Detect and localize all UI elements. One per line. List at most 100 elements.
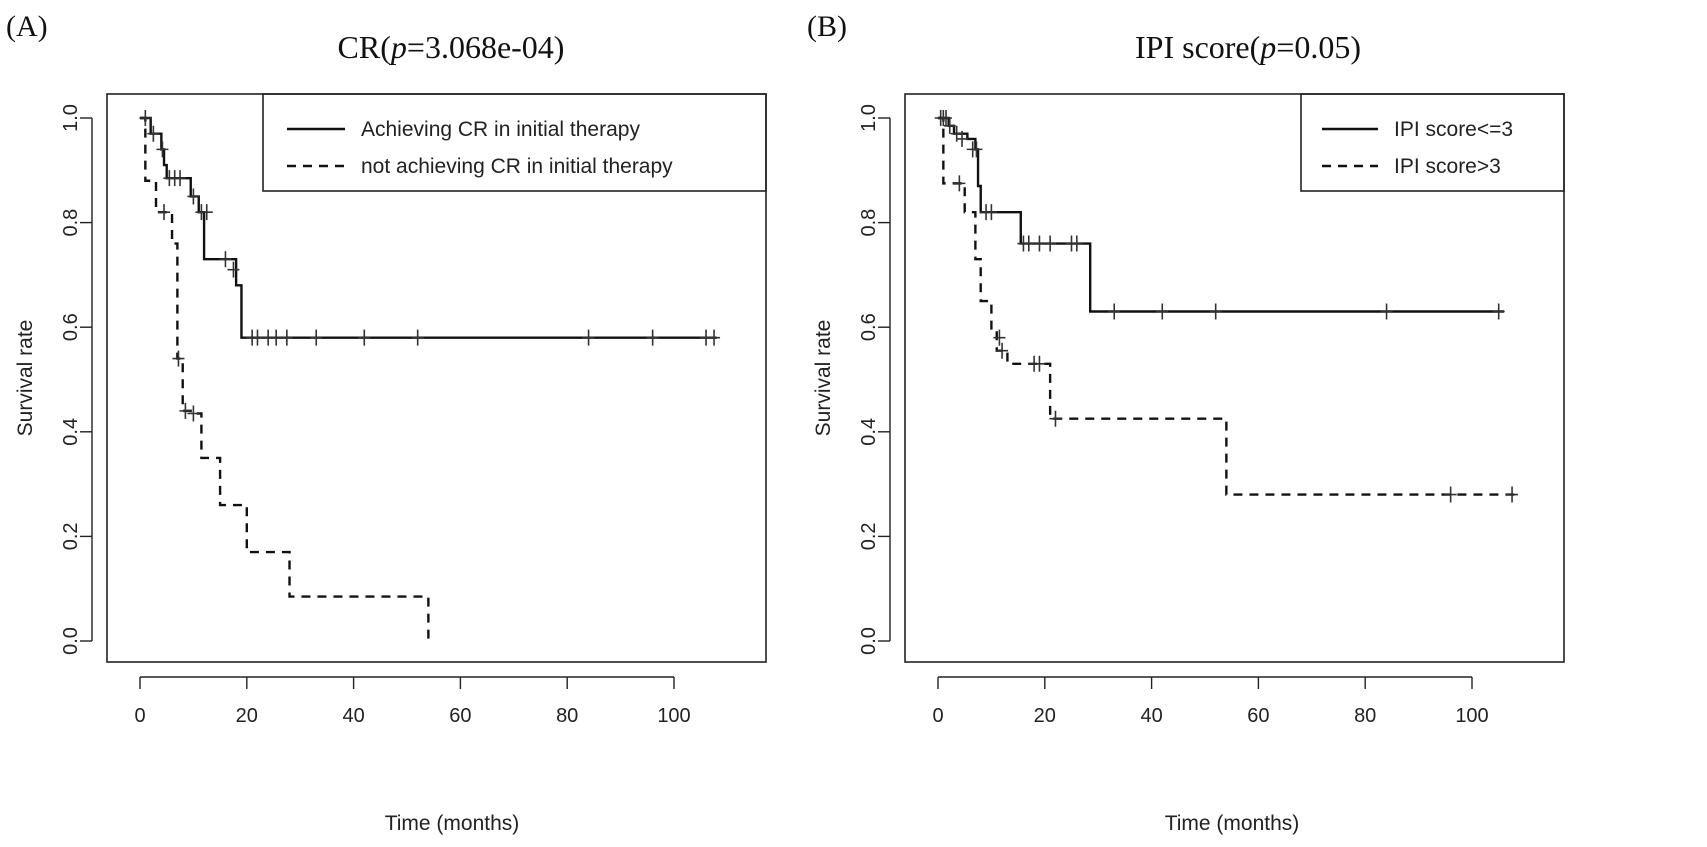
panel-a: (A) CR(p=3.068e-04) 0 20 40 60 80 100 0.0 0.2 0.…	[6, 10, 767, 835]
panel-b-x-tick-label: 40	[1140, 705, 1162, 727]
panel-b-series-2-censor-mark	[1506, 486, 1519, 503]
panel-a-y-tick-label: 0.2	[60, 522, 82, 550]
panel-b-x-tick-label: 0	[932, 705, 943, 727]
panel-a-series-1-censor-mark	[358, 329, 371, 346]
panel-a-y-tick-label: 0.8	[60, 209, 82, 237]
panel-a-series-1-censor-mark	[227, 261, 240, 278]
panel-b-series-2-censor-mark	[993, 329, 1006, 346]
panel-b-y-tick-label: 0.8	[858, 209, 880, 237]
panel-a-title-suffix: =3.068e-04)	[407, 29, 565, 65]
panel-a-y-tick-label: 1.0	[60, 104, 82, 132]
panel-a-series-1-censor-mark	[147, 125, 160, 142]
panel-b-series-1-censor-mark	[1156, 303, 1169, 320]
panel-a-x-tick-label: 20	[236, 705, 258, 727]
panel-b-title-p: p	[1258, 29, 1276, 65]
panel-a-series-1-censor-mark	[219, 251, 232, 268]
panel-a-y-axis-label: Survival rate	[14, 320, 37, 437]
panel-b-series-2-censor-mark	[1444, 486, 1457, 503]
panel-b-y-tick-label: 0.2	[858, 522, 880, 550]
panel-a-axes: 0 20 40 60 80 100 0.0 0.2 0.4 0.6 0.8 1.0	[60, 104, 691, 727]
panel-a-series-1-censor-mark	[174, 170, 187, 187]
panel-a-series-1-censor-mark	[251, 329, 264, 346]
panel-a-legend-box	[262, 93, 767, 192]
panel-b-plot-frame	[904, 93, 1565, 663]
panel-a-series-2-censor-mark	[179, 402, 192, 419]
panel-a-series-1-censor-mark	[139, 110, 152, 126]
panel-a-legend-label-1: Achieving CR in initial therapy	[361, 118, 640, 141]
panel-b-legend-label-1: IPI score<=3	[1394, 118, 1513, 141]
panel-b-y-tick-label: 1.0	[858, 104, 880, 132]
panel-a-title-prefix: CR(	[338, 29, 391, 65]
panel-b-legend: IPI score<=3 IPI score>3	[1300, 93, 1565, 192]
panel-b-x-tick-label: 20	[1034, 705, 1056, 727]
panel-a-x-tick-label: 60	[449, 705, 471, 727]
panel-b-legend-box	[1300, 93, 1565, 192]
panel-b-censor-marks	[934, 110, 1519, 503]
panel-b-series-1-censor-mark	[985, 204, 998, 221]
panel-a-series-2-censor-mark	[158, 204, 171, 221]
panel-a-series-1-censor-mark	[310, 329, 323, 346]
panel-a-title: CR(p=3.068e-04)	[338, 29, 565, 65]
panel-a-x-tick-label: 100	[657, 705, 690, 727]
panel-b-series-1-censor-mark	[1022, 235, 1035, 252]
panel-a-series-1-censor-mark	[646, 329, 659, 346]
panel-a-series-1-censor-mark	[280, 329, 293, 346]
panel-a-series-1-curve	[140, 116, 717, 339]
panel-b-y-tick-label: 0.4	[858, 418, 880, 446]
panel-b-legend-label-2: IPI score>3	[1394, 155, 1501, 178]
panel-b-series-2-censor-mark	[953, 175, 966, 192]
panel-b-series-1-curve	[938, 116, 1505, 313]
panel-b-series-2-censor-mark	[1049, 410, 1062, 427]
panel-b-series-1-censor-mark	[1033, 235, 1046, 252]
panel-a-letter: (A)	[6, 10, 48, 43]
panel-a-series-1-censor-mark	[156, 141, 169, 158]
panel-b-series-2-curve	[938, 116, 1515, 496]
panel-b-x-axis-label: Time (months)	[1165, 812, 1300, 835]
panel-b-title-prefix: IPI score(	[1135, 29, 1260, 65]
panel-b-series-1-censor-mark	[1108, 303, 1121, 320]
panel-a-legend: Achieving CR in initial therapy not achi…	[262, 93, 767, 192]
panel-b-series-1-censor-mark	[1209, 303, 1222, 320]
panel-a-series-1-censor-mark	[411, 329, 424, 346]
panel-b: (B) IPI score(p=0.05) 0 20 40 60 80 100 0.0 0.2…	[807, 10, 1565, 835]
panel-a-series-1-censor-mark	[270, 329, 283, 346]
panel-a-y-tick-label: 0.0	[60, 627, 82, 655]
panel-b-series-1-censor-mark	[943, 117, 956, 134]
panel-a-title-p: p	[389, 29, 407, 65]
panel-b-x-tick-label: 80	[1354, 705, 1376, 727]
panel-b-x-tick-label: 60	[1247, 705, 1269, 727]
panel-a-series-1-censor-mark	[200, 204, 213, 221]
panel-b-y-tick-label: 0.0	[858, 627, 880, 655]
panel-b-x-tick-label: 100	[1455, 705, 1488, 727]
panel-a-x-tick-label: 0	[134, 705, 145, 727]
panel-a-series-1-censor-mark	[708, 329, 721, 346]
panel-a-plot-frame	[106, 93, 767, 663]
panel-a-x-tick-label: 40	[342, 705, 364, 727]
panel-b-letter: (B)	[807, 10, 847, 43]
panel-b-series-2-censor-mark	[996, 342, 1009, 359]
panel-a-y-tick-label: 0.6	[60, 313, 82, 341]
panel-b-series-2-censor-mark	[1033, 355, 1046, 372]
panel-a-series-1-censor-mark	[187, 188, 200, 205]
panel-a-series-2-curve	[140, 116, 430, 641]
panel-b-series-1-censor-mark	[1070, 235, 1083, 252]
panel-a-legend-label-2: not achieving CR in initial therapy	[361, 155, 673, 178]
panel-b-series-1-censor-mark	[1492, 303, 1505, 320]
panel-b-series-1-censor-mark	[1044, 235, 1057, 252]
panel-b-axes: 0 20 40 60 80 100 0.0 0.2 0.4 0.6 0.8 1.0	[858, 104, 1489, 727]
panel-a-series-2-censor-mark	[172, 350, 185, 367]
panel-a-x-tick-label: 80	[556, 705, 578, 727]
panel-a-censor-marks	[139, 110, 721, 422]
panel-b-series-1-censor-mark	[956, 130, 969, 147]
panel-b-series-1-censor-mark	[1380, 303, 1393, 320]
panel-b-y-axis-label: Survival rate	[812, 320, 835, 437]
panel-b-y-tick-label: 0.6	[858, 313, 880, 341]
panel-b-title-suffix: =0.05)	[1276, 29, 1361, 65]
panel-a-series-1-censor-mark	[582, 329, 595, 346]
panel-a-curves	[140, 116, 717, 641]
panel-a-x-axis-label: Time (months)	[385, 812, 520, 835]
panel-a-series-2-censor-mark	[187, 405, 200, 422]
panel-b-title: IPI score(p=0.05)	[1135, 29, 1361, 65]
panel-a-y-tick-label: 0.4	[60, 418, 82, 446]
